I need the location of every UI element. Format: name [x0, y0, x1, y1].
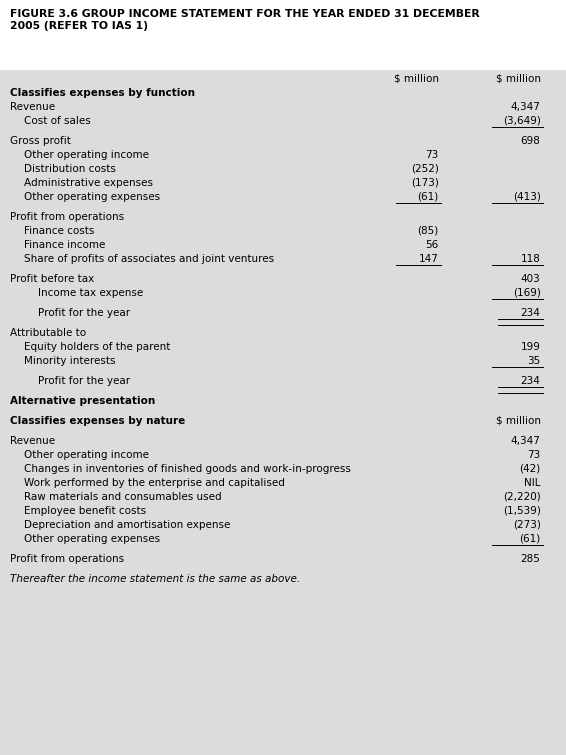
Text: 118: 118 — [521, 254, 541, 263]
Text: Minority interests: Minority interests — [24, 356, 116, 365]
Text: 698: 698 — [521, 136, 541, 146]
Text: Finance income: Finance income — [24, 239, 106, 250]
Text: 403: 403 — [521, 273, 541, 284]
Text: Raw materials and consumables used: Raw materials and consumables used — [24, 492, 222, 501]
Text: Gross profit: Gross profit — [10, 136, 71, 146]
Text: Changes in inventories of finished goods and work-in-progress: Changes in inventories of finished goods… — [24, 464, 351, 473]
Text: 56: 56 — [426, 239, 439, 250]
Text: $ million: $ million — [393, 74, 439, 84]
Text: 199: 199 — [521, 342, 541, 352]
Text: Profit from operations: Profit from operations — [10, 553, 125, 564]
Text: Alternative presentation: Alternative presentation — [10, 396, 156, 405]
Text: Employee benefit costs: Employee benefit costs — [24, 506, 147, 516]
Text: Other operating expenses: Other operating expenses — [24, 534, 161, 544]
Text: Revenue: Revenue — [10, 436, 55, 445]
Text: (42): (42) — [519, 464, 541, 473]
Text: Thereafter the income statement is the same as above.: Thereafter the income statement is the s… — [10, 574, 301, 584]
Text: Income tax expense: Income tax expense — [38, 288, 144, 297]
Text: Revenue: Revenue — [10, 102, 55, 112]
Text: Profit for the year: Profit for the year — [38, 376, 131, 386]
Text: Distribution costs: Distribution costs — [24, 164, 116, 174]
Text: NIL: NIL — [524, 478, 541, 488]
Text: Equity holders of the parent: Equity holders of the parent — [24, 342, 171, 352]
Text: (61): (61) — [519, 534, 541, 544]
Text: Cost of sales: Cost of sales — [24, 116, 91, 125]
Text: 285: 285 — [521, 553, 541, 564]
Text: (85): (85) — [417, 226, 439, 236]
Text: Other operating income: Other operating income — [24, 450, 149, 460]
Text: 234: 234 — [521, 376, 541, 386]
Text: 73: 73 — [528, 450, 541, 460]
Text: Profit before tax: Profit before tax — [10, 273, 95, 284]
Text: FIGURE 3.6 GROUP INCOME STATEMENT FOR THE YEAR ENDED 31 DECEMBER: FIGURE 3.6 GROUP INCOME STATEMENT FOR TH… — [10, 9, 480, 19]
Text: Depreciation and amortisation expense: Depreciation and amortisation expense — [24, 519, 231, 530]
Text: Other operating income: Other operating income — [24, 149, 149, 159]
Text: 4,347: 4,347 — [511, 436, 541, 445]
Text: $ million: $ million — [495, 74, 541, 84]
Text: (61): (61) — [417, 192, 439, 202]
Text: Attributable to: Attributable to — [10, 328, 86, 337]
Text: 4,347: 4,347 — [511, 102, 541, 112]
Text: Administrative expenses: Administrative expenses — [24, 177, 153, 188]
Text: Profit for the year: Profit for the year — [38, 307, 131, 318]
Text: 147: 147 — [419, 254, 439, 263]
Text: $ million: $ million — [495, 416, 541, 426]
Text: 35: 35 — [528, 356, 541, 365]
Text: (273): (273) — [513, 519, 541, 530]
Text: Classifies expenses by function: Classifies expenses by function — [10, 88, 195, 97]
Text: 73: 73 — [426, 149, 439, 159]
Text: Profit from operations: Profit from operations — [10, 211, 125, 222]
Text: 2005 (REFER TO IAS 1): 2005 (REFER TO IAS 1) — [10, 21, 148, 31]
Text: (169): (169) — [513, 288, 541, 297]
Text: (173): (173) — [411, 177, 439, 188]
Text: (413): (413) — [513, 192, 541, 202]
Text: Work performed by the enterprise and capitalised: Work performed by the enterprise and cap… — [24, 478, 285, 488]
Text: Share of profits of associates and joint ventures: Share of profits of associates and joint… — [24, 254, 275, 263]
Text: Classifies expenses by nature: Classifies expenses by nature — [10, 416, 186, 426]
Text: (2,220): (2,220) — [503, 492, 541, 501]
Text: 234: 234 — [521, 307, 541, 318]
Text: Finance costs: Finance costs — [24, 226, 95, 236]
Text: (1,539): (1,539) — [503, 506, 541, 516]
Text: (252): (252) — [411, 164, 439, 174]
Text: Other operating expenses: Other operating expenses — [24, 192, 161, 202]
Text: (3,649): (3,649) — [503, 116, 541, 125]
